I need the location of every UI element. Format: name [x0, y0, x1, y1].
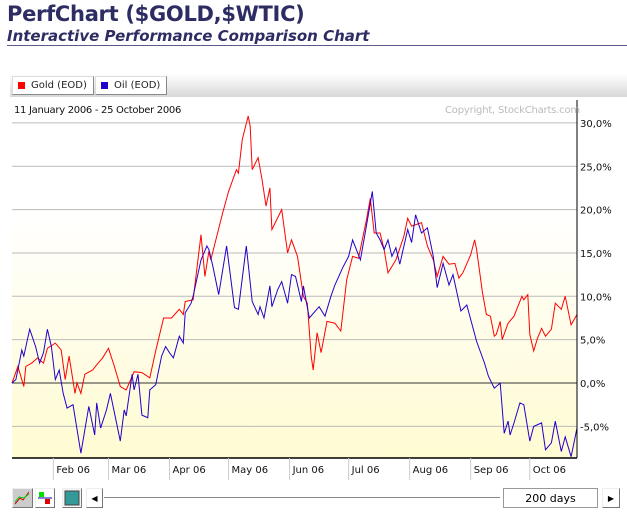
- y-tick-label: 5,0%: [580, 336, 605, 347]
- y-tick-label: 30,0%: [580, 119, 612, 130]
- color-scheme-icon: [64, 490, 80, 506]
- y-tick-label: 15,0%: [580, 249, 612, 260]
- date-range: 11 January 2006 - 25 October 2006: [14, 105, 182, 116]
- histogram-icon: [38, 492, 52, 504]
- gold-swatch-icon: [18, 82, 25, 89]
- title-divider: [7, 45, 627, 46]
- x-tick-label: Jun 06: [292, 465, 325, 476]
- gold-series-line: [11, 115, 578, 396]
- y-tick-label: 25,0%: [580, 162, 612, 173]
- histogram-button[interactable]: [35, 488, 55, 508]
- line-chart-icon: [14, 491, 30, 505]
- scroll-left-icon: ◀: [91, 493, 98, 503]
- y-tick-label: 0,0%: [580, 379, 605, 390]
- legend-item-gold[interactable]: Gold (EOD): [12, 76, 94, 95]
- scroll-right-icon: ▶: [607, 493, 615, 503]
- x-tick-label: Apr 06: [172, 465, 205, 476]
- x-tick-label: Mar 06: [111, 465, 146, 476]
- x-tick-label: Feb 06: [56, 465, 90, 476]
- scroll-right-button[interactable]: ▶: [602, 488, 620, 508]
- y-tick-label: 20,0%: [580, 206, 612, 217]
- line-chart-button[interactable]: [12, 488, 33, 508]
- plot-background: [12, 100, 577, 458]
- x-tick-label: Oct 06: [533, 465, 566, 476]
- period-slider-thumb[interactable]: 200 days: [503, 488, 598, 508]
- legend-item-oil[interactable]: Oil (EOD): [95, 76, 168, 95]
- legend-label: Oil (EOD): [114, 80, 161, 91]
- page-title: PerfChart ($GOLD,$WTIC): [7, 2, 305, 26]
- oil-series-line: [11, 191, 578, 457]
- x-tick-label: Jul 06: [351, 465, 380, 476]
- scrollbar-track[interactable]: [104, 497, 500, 498]
- x-tick-label: May 06: [232, 465, 269, 476]
- x-tick-label: Sep 06: [474, 465, 509, 476]
- copyright-notice: Copyright, StockCharts.com: [445, 105, 580, 116]
- page-subtitle: Interactive Performance Comparison Chart: [7, 27, 370, 45]
- y-tick-label: 10,0%: [580, 292, 612, 303]
- y-tick-label: -5,0%: [580, 422, 609, 433]
- scroll-left-button[interactable]: ◀: [86, 488, 103, 508]
- color-scheme-button[interactable]: [62, 488, 82, 508]
- period-label: 200 days: [525, 491, 576, 505]
- oil-swatch-icon: [101, 82, 108, 89]
- x-tick-label: Aug 06: [413, 465, 448, 476]
- legend-label: Gold (EOD): [31, 80, 87, 91]
